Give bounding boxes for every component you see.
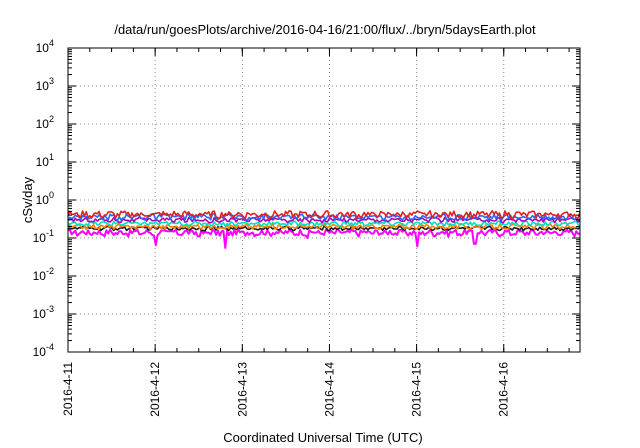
y-tick-label: 10-2 bbox=[33, 266, 54, 283]
y-tick-label: 10-1 bbox=[33, 228, 54, 245]
x-tick-label: 2016-4-13 bbox=[235, 362, 249, 417]
y-tick-label: 100 bbox=[36, 190, 54, 207]
y-tick-label: 101 bbox=[36, 152, 54, 169]
tick-marks bbox=[67, 47, 580, 353]
x-tick-label: 2016-4-14 bbox=[322, 362, 336, 417]
series-group bbox=[67, 210, 581, 249]
y-axis-label: cSv/day bbox=[20, 176, 35, 223]
x-tick-label: 2016-4-15 bbox=[410, 362, 424, 417]
x-axis-label: Coordinated Universal Time (UTC) bbox=[223, 430, 422, 445]
x-tick-label: 2016-4-12 bbox=[148, 362, 162, 417]
y-tick-label: 103 bbox=[36, 76, 54, 93]
series-line bbox=[67, 216, 581, 224]
y-tick-label: 104 bbox=[36, 38, 54, 55]
x-tick-label: 2016-4-11 bbox=[61, 362, 75, 416]
y-tick-label: 102 bbox=[36, 114, 54, 131]
y-tick-labels: 10-4 10-3 10-2 10-1 100 101 102 103 104 bbox=[33, 38, 54, 359]
chart-title: /data/run/goesPlots/archive/2016-04-16/2… bbox=[114, 22, 536, 37]
series-line bbox=[67, 228, 581, 249]
x-tick-label: 2016-4-16 bbox=[497, 362, 511, 417]
series-line bbox=[67, 223, 581, 231]
grid-lines bbox=[67, 48, 580, 352]
series-line bbox=[67, 210, 581, 220]
y-tick-label: 10-4 bbox=[33, 342, 54, 359]
y-tick-label: 10-3 bbox=[33, 304, 54, 321]
x-tick-labels: 2016-4-11 2016-4-12 2016-4-13 2016-4-14 2016… bbox=[61, 362, 511, 417]
series-line bbox=[67, 220, 581, 228]
